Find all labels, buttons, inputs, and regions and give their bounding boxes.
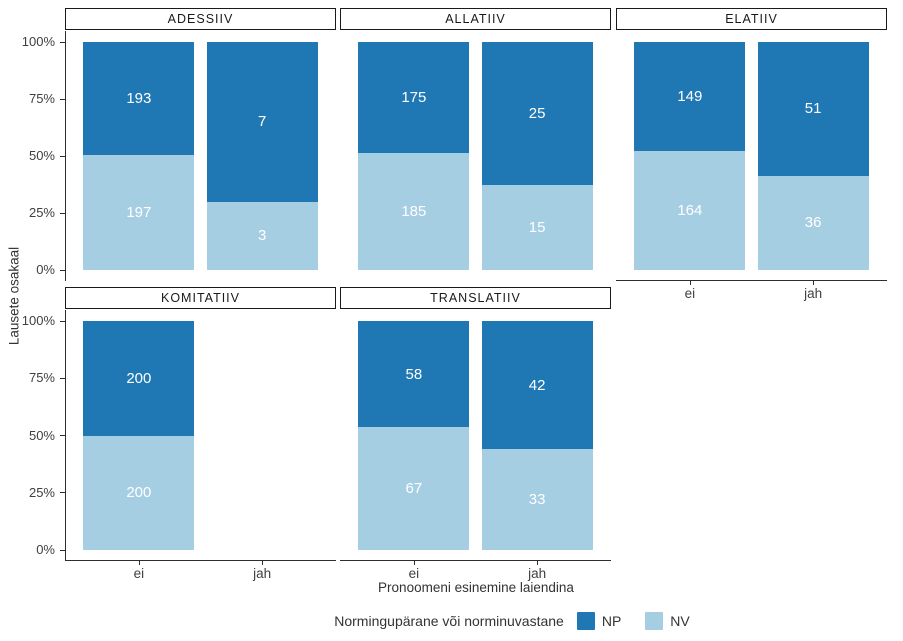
y-tick [60,269,65,271]
y-tick [60,41,65,43]
x-tick [537,561,539,565]
bar-segment-nv: 67 [358,427,470,550]
y-tick-label: 25% [28,205,55,220]
y-tick-label: 100% [21,313,55,328]
y-tick-label: 0% [36,542,55,557]
facet-strip-translatiiv: TRANSLATIIV [340,287,611,309]
x-tick-label: jah [528,566,547,581]
legend: Normingupärane või norminuvastane NP NV [121,609,903,633]
y-tick [60,377,65,379]
legend-label-np: NP [601,613,622,629]
legend-item-nv: NV [645,612,690,630]
bar-segment-nv: 197 [83,154,195,270]
y-tick [60,435,65,436]
x-axis-title: Pronoomeni esinemine laiendina [378,580,574,595]
legend-swatch-nv-icon [645,612,664,630]
y-tick-label: 75% [28,91,55,106]
facet-strip-elatiiv: ELATIIV [616,8,887,30]
bar-segment-np: 25 [481,42,593,185]
x-tick [689,281,691,285]
bar-segment-np: 200 [83,321,195,436]
x-tick-label: jah [804,286,823,301]
x-tick-label: ei [684,286,696,301]
x-tick-label: ei [133,566,145,581]
x-tick-label: jah [253,566,272,581]
bar-segment-nv: 36 [757,175,869,270]
y-tick [60,549,65,551]
y-tick [60,98,65,100]
bar-segment-nv: 164 [634,150,746,270]
y-tick-label: 50% [28,148,55,163]
y-tick [60,212,65,214]
bar-segment-np: 58 [358,321,470,428]
facet-strip-allatiiv: ALLATIIV [340,8,611,30]
x-tick [813,281,815,285]
legend-label-nv: NV [670,613,690,629]
bar-segment-np: 42 [481,321,593,450]
y-tick [60,492,65,494]
x-tick [138,561,140,565]
y-tick [60,320,65,322]
bar-segment-np: 193 [83,42,195,155]
x-tick [413,561,415,565]
facet-strip-adessiiv: ADESSIIV [65,8,336,30]
facet-strip-komitatiiv: KOMITATIIV [65,287,336,309]
legend-swatch-np-icon [576,612,595,630]
bar-segment-nv: 3 [206,201,318,270]
bar-segment-np: 51 [757,42,869,176]
y-tick-label: 75% [28,370,55,386]
legend-title: Normingupärane või norminuvastane [334,613,564,629]
y-tick-label: 0% [36,262,55,277]
bar-segment-nv: 185 [358,152,470,270]
bar-segment-np: 175 [358,42,470,153]
bar-segment-nv: 33 [481,449,593,550]
y-tick [60,155,65,157]
x-tick-label: ei [408,566,420,581]
y-tick-label: 25% [28,484,55,500]
legend-item-np: NP [576,612,622,630]
bar-segment-np: 149 [634,42,746,151]
y-tick-label: 50% [28,427,55,443]
x-tick [262,561,264,565]
bar-segment-nv: 15 [481,184,593,270]
bar-segment-np: 7 [206,42,318,202]
bar-segment-nv: 200 [83,435,195,550]
y-tick-label: 100% [21,34,55,49]
